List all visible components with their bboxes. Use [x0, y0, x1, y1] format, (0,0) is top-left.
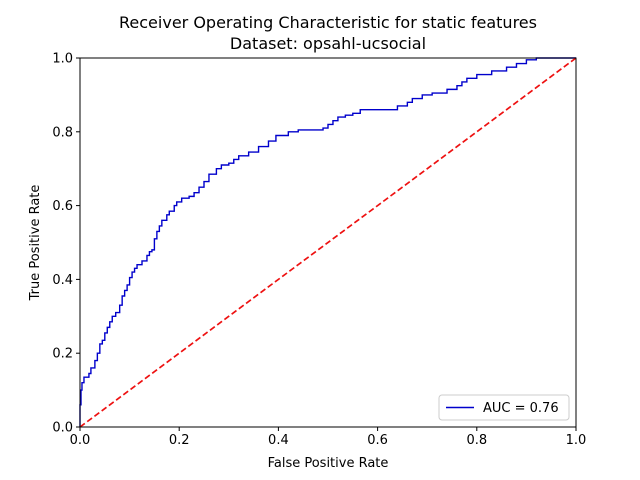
roc-curve-line — [79, 57, 576, 427]
y-tick-label: 0.2 — [52, 347, 73, 362]
legend-label: AUC = 0.76 — [483, 401, 559, 416]
y-axis-ticks: 0.0 0.2 0.4 0.6 0.8 1.0 — [52, 52, 80, 436]
y-tick-label: 0.4 — [52, 273, 73, 288]
x-tick-label: 0.0 — [70, 433, 91, 448]
x-tick-label: 0.4 — [268, 433, 289, 448]
y-axis-label: True Positive Rate — [28, 185, 43, 302]
x-axis-label: False Positive Rate — [268, 456, 389, 471]
x-axis-ticks: 0.0 0.2 0.4 0.6 0.8 1.0 — [70, 427, 587, 448]
chart-subtitle: Dataset: opsahl-ucsocial — [230, 34, 426, 53]
x-tick-label: 0.2 — [169, 433, 190, 448]
y-tick-label: 0.8 — [52, 125, 73, 140]
chart-title: Receiver Operating Characteristic for st… — [119, 13, 537, 32]
plot-area: 0.0 0.2 0.4 0.6 0.8 1.0 0.0 0.2 0.4 0.6 0.8 1.0 — [52, 52, 586, 449]
series-layer — [79, 57, 577, 428]
y-tick-label: 1.0 — [52, 52, 73, 67]
legend: AUC = 0.76 — [438, 394, 570, 421]
y-tick-label: 0.6 — [52, 199, 73, 214]
x-tick-label: 0.6 — [367, 433, 388, 448]
y-tick-label: 0.0 — [52, 421, 73, 436]
legend-box — [438, 394, 570, 421]
axes-frame — [79, 57, 577, 428]
x-tick-label: 1.0 — [566, 433, 587, 448]
chance-diagonal-line — [79, 57, 577, 428]
x-tick-label: 0.8 — [466, 433, 487, 448]
